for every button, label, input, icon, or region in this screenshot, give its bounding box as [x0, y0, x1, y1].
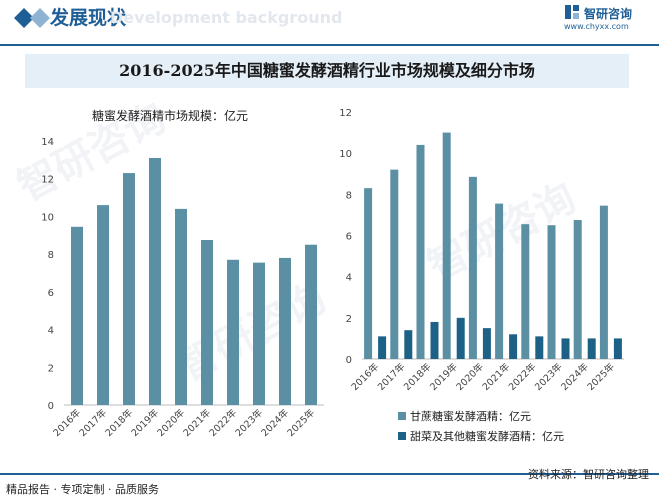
bar-series-1	[468, 176, 477, 359]
brand: 智研咨询 www.chyxx.com	[564, 4, 659, 34]
x-tick-label: 2018年	[103, 406, 136, 439]
x-tick-label: 2019年	[129, 406, 162, 439]
bar	[71, 226, 83, 405]
y-tick-label: 10	[41, 212, 54, 223]
main-title: 2016-2025年中国糖蜜发酵酒精行业市场规模及细分市场	[119, 61, 535, 80]
brand-url: www.chyxx.com	[564, 22, 629, 31]
legend-swatch	[398, 432, 406, 440]
x-tick-label: 2020年	[454, 360, 487, 393]
bar	[227, 259, 239, 405]
x-tick-label: 2024年	[559, 360, 592, 393]
x-tick-label: 2018年	[401, 360, 434, 393]
bar	[279, 257, 291, 405]
bar	[123, 173, 135, 405]
x-tick-label: 2021年	[480, 360, 513, 393]
x-tick-label: 2020年	[155, 406, 188, 439]
x-tick-label: 2022年	[506, 360, 539, 393]
x-tick-label: 2023年	[532, 360, 565, 393]
bar	[175, 208, 187, 405]
bar	[305, 244, 317, 405]
y-tick-label: 14	[41, 137, 54, 148]
x-tick-label: 2025年	[285, 406, 318, 439]
x-tick-label: 2017年	[77, 406, 110, 439]
y-tick-label: 12	[41, 175, 54, 186]
y-tick-label: 4	[48, 326, 54, 337]
y-tick-label: 2	[346, 314, 352, 325]
brand-logo-icon	[565, 5, 579, 19]
x-tick-label: 2023年	[233, 406, 266, 439]
bar-series-2	[509, 334, 518, 359]
bar-series-1	[390, 169, 399, 359]
y-tick-label: 0	[48, 401, 54, 412]
bar-series-2	[404, 330, 413, 359]
diamond-icon	[14, 8, 50, 28]
y-tick-label: 6	[346, 232, 352, 243]
brand-name: 智研咨询	[584, 7, 633, 21]
bar-series-2	[587, 338, 596, 359]
bar-series-2	[430, 321, 439, 359]
y-tick-label: 8	[48, 250, 54, 261]
chart-title: 糖蜜发酵酒精市场规模：亿元	[92, 108, 248, 123]
bar-series-2	[613, 338, 622, 359]
bar-series-1	[442, 132, 451, 359]
bar-series-1	[416, 144, 425, 359]
y-tick-label: 2	[48, 363, 54, 374]
header-watermark: Development background	[110, 8, 343, 27]
x-tick-label: 2021年	[181, 406, 214, 439]
bar-series-2	[456, 317, 465, 359]
footer-tagline: 精品报告 · 专项定制 · 品质服务	[6, 483, 159, 496]
x-tick-label: 2016年	[51, 406, 84, 439]
x-tick-label: 2025年	[585, 360, 618, 393]
y-tick-label: 0	[346, 355, 352, 366]
bar-series-1	[364, 188, 373, 359]
section-title: 发展现状	[50, 7, 127, 29]
bar	[253, 262, 265, 405]
x-tick-label: 2016年	[349, 360, 382, 393]
bar-series-2	[561, 338, 570, 359]
y-tick-label: 6	[48, 288, 54, 299]
x-tick-label: 2017年	[375, 360, 408, 393]
header: 发展现状 Development background 智研咨询 www.chy…	[0, 0, 659, 46]
y-tick-label: 10	[339, 149, 352, 160]
bar	[97, 205, 109, 405]
legend-label: 甘蔗糖蜜发酵酒精：亿元	[410, 409, 531, 423]
y-tick-label: 4	[346, 273, 352, 284]
bar	[201, 240, 213, 405]
x-tick-label: 2024年	[259, 406, 292, 439]
bar-series-1	[547, 225, 556, 359]
y-tick-label: 8	[346, 190, 352, 201]
bar-series-1	[521, 224, 530, 359]
bar-series-1	[495, 203, 504, 359]
bar-series-1	[573, 220, 582, 359]
x-tick-label: 2022年	[207, 406, 240, 439]
header-divider	[0, 44, 659, 46]
footer-source: 资料来源：智研咨询整理	[528, 468, 649, 481]
bar-series-2	[482, 328, 491, 359]
legend-swatch	[398, 412, 406, 420]
title-band: 2016-2025年中国糖蜜发酵酒精行业市场规模及细分市场	[25, 54, 629, 88]
bar-series-2	[378, 336, 387, 359]
footer-divider	[0, 473, 659, 475]
bar-series-1	[599, 205, 608, 359]
bar	[149, 157, 161, 405]
x-tick-label: 2019年	[428, 360, 461, 393]
legend-label: 甜菜及其他糖蜜发酵酒精：亿元	[410, 429, 564, 443]
bar-series-2	[535, 336, 544, 359]
y-tick-label: 12	[339, 108, 352, 119]
